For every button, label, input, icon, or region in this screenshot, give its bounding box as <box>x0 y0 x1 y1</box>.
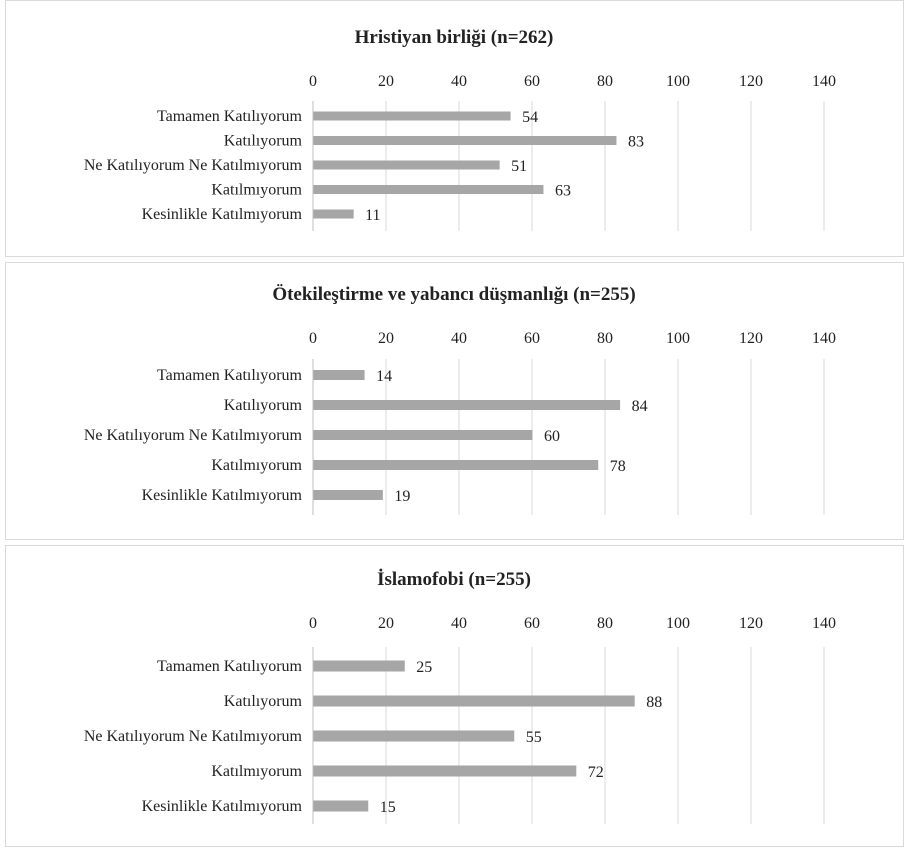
category-label: Katılmıyorum <box>211 182 302 199</box>
x-tick-label: 120 <box>739 73 763 90</box>
x-tick-label: 80 <box>597 330 613 347</box>
data-label: 25 <box>416 659 432 676</box>
category-label: Kesinlikle Katılmıyorum <box>142 206 303 223</box>
x-tick-label: 80 <box>597 73 613 90</box>
x-tick-label: 20 <box>378 615 394 632</box>
chart-title: Ötekileştirme ve yabancı düşmanlığı (n=2… <box>272 284 635 305</box>
data-label: 60 <box>544 428 560 445</box>
category-label: Katılıyorum <box>224 397 303 414</box>
chart-panel-3: İslamofobi (n=255) 0 20 40 60 80 100 120 140 Tama… <box>5 545 904 847</box>
category-label: Tamamen Katılıyorum <box>157 108 303 125</box>
data-label: 63 <box>555 183 571 200</box>
data-label: 88 <box>646 694 662 711</box>
data-label: 19 <box>394 488 410 505</box>
data-label: 14 <box>376 368 392 385</box>
bar <box>313 370 365 380</box>
x-tick-label: 0 <box>309 615 317 632</box>
x-tick-label: 60 <box>524 73 540 90</box>
chart-title: İslamofobi (n=255) <box>377 569 531 590</box>
bar <box>313 111 511 121</box>
chart-panel-1: Hristiyan birliği (n=262) 0 20 40 60 80 100 120… <box>5 0 904 257</box>
x-tick-label: 0 <box>309 73 317 90</box>
category-label: Ne Katılıyorum Ne Katılmıyorum <box>84 157 303 174</box>
x-tick-label: 140 <box>812 330 836 347</box>
category-label: Kesinlikle Katılmıyorum <box>142 487 303 504</box>
category-label: Ne Katılıyorum Ne Katılmıyorum <box>84 427 303 444</box>
x-tick-label: 140 <box>812 73 836 90</box>
x-tick-label: 40 <box>451 330 467 347</box>
x-tick-label: 100 <box>666 330 690 347</box>
category-label: Tamamen Katılıyorum <box>157 658 303 675</box>
data-label: 15 <box>380 799 396 816</box>
x-tick-label: 60 <box>524 615 540 632</box>
data-label: 78 <box>610 458 626 475</box>
data-label: 55 <box>526 729 542 746</box>
category-label: Kesinlikle Katılmıyorum <box>142 798 303 815</box>
x-tick-label: 100 <box>666 73 690 90</box>
bar <box>313 490 383 500</box>
bar <box>313 765 577 777</box>
bar <box>313 730 515 742</box>
data-label: 83 <box>628 134 644 151</box>
bar <box>313 136 617 145</box>
x-tick-label: 60 <box>524 330 540 347</box>
bar <box>313 185 544 194</box>
category-label: Katılıyorum <box>224 133 303 150</box>
bar <box>313 430 533 440</box>
data-label: 72 <box>588 764 604 781</box>
x-tick-label: 40 <box>451 615 467 632</box>
bar <box>313 209 354 219</box>
x-tick-label: 120 <box>739 615 763 632</box>
bar <box>313 660 405 672</box>
data-label: 11 <box>365 207 380 224</box>
data-label: 84 <box>632 398 648 415</box>
x-tick-label: 100 <box>666 615 690 632</box>
x-tick-label: 20 <box>378 73 394 90</box>
bar <box>313 400 621 410</box>
chart-svg-2: Ötekileştirme ve yabancı düşmanlığı (n=2… <box>84 284 836 515</box>
chart-svg-1: Hristiyan birliği (n=262) 0 20 40 60 80 100 120… <box>84 27 836 231</box>
x-tick-label: 80 <box>597 615 613 632</box>
chart-svg-3: İslamofobi (n=255) 0 20 40 60 80 100 120 140 Tama… <box>84 569 836 824</box>
bar <box>313 695 635 707</box>
x-tick-label: 120 <box>739 330 763 347</box>
bar <box>313 800 369 812</box>
bar <box>313 160 500 170</box>
category-label: Ne Katılıyorum Ne Katılmıyorum <box>84 728 303 745</box>
category-label: Katılmıyorum <box>211 763 302 780</box>
data-label: 51 <box>511 158 527 175</box>
category-label: Katılmıyorum <box>211 457 302 474</box>
data-label: 54 <box>522 109 538 126</box>
chart-panel-2: Ötekileştirme ve yabancı düşmanlığı (n=2… <box>5 262 904 540</box>
bar <box>313 460 599 470</box>
category-label: Tamamen Katılıyorum <box>157 367 303 384</box>
x-tick-label: 140 <box>812 615 836 632</box>
chart-title: Hristiyan birliği (n=262) <box>355 27 554 48</box>
category-label: Katılıyorum <box>224 693 303 710</box>
x-tick-label: 40 <box>451 73 467 90</box>
x-tick-label: 0 <box>309 330 317 347</box>
x-tick-label: 20 <box>378 330 394 347</box>
